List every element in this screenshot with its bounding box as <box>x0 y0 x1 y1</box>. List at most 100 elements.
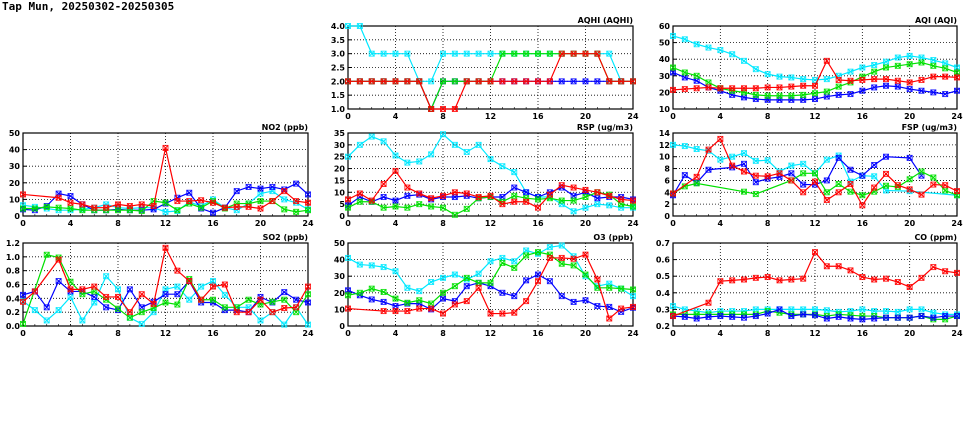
data-point-cross <box>452 142 458 148</box>
data-point <box>416 297 423 304</box>
y-tick-label: 0.6 <box>6 281 21 290</box>
data-point <box>670 64 676 71</box>
data-point-cross <box>91 204 98 211</box>
data-point-cross <box>823 197 830 203</box>
data-point <box>558 260 565 267</box>
data-point-cross <box>670 64 676 71</box>
data-point-cross <box>257 301 264 308</box>
data-point <box>764 71 771 78</box>
data-point <box>582 204 589 211</box>
data-point <box>835 180 842 187</box>
y-tick-label: 50 <box>334 239 346 248</box>
data-point <box>174 267 181 274</box>
data-point-cross <box>764 274 771 280</box>
data-point-cross <box>452 50 458 57</box>
data-point <box>428 279 435 286</box>
data-point <box>558 201 565 208</box>
data-point <box>606 303 613 310</box>
data-point-cross <box>222 281 228 288</box>
x-tick-label: 4 <box>393 219 399 228</box>
data-point-cross <box>752 92 759 98</box>
data-point-cross <box>835 155 842 161</box>
y-tick-label: 20 <box>659 88 671 97</box>
data-point-cross <box>681 143 688 149</box>
data-point <box>693 311 700 318</box>
data-point <box>404 299 411 306</box>
data-point <box>618 305 625 312</box>
data-point-cross <box>487 310 494 317</box>
data-point-cross <box>210 199 216 206</box>
data-point <box>487 283 494 290</box>
data-point-cross <box>293 198 299 204</box>
data-point-cross <box>115 201 121 208</box>
data-point <box>115 305 121 312</box>
x-tick-label: 20 <box>580 329 592 338</box>
data-point <box>487 310 494 317</box>
data-point-cross <box>380 264 387 270</box>
data-point <box>717 313 724 320</box>
data-point-cross <box>103 294 109 300</box>
data-point <box>693 85 700 92</box>
data-point <box>788 74 795 81</box>
data-point-cross <box>67 205 74 212</box>
data-point <box>883 82 889 89</box>
data-point <box>788 177 795 184</box>
data-point <box>67 199 74 206</box>
data-point <box>487 50 494 57</box>
x-tick-label: 0 <box>670 219 676 228</box>
data-point <box>221 204 228 211</box>
data-point-cross <box>547 191 553 198</box>
data-point <box>440 289 446 296</box>
data-point-cross <box>380 204 387 211</box>
data-point <box>582 271 589 278</box>
data-point-cross <box>198 197 204 204</box>
data-point-cross <box>440 204 446 211</box>
data-point-cross <box>43 204 50 210</box>
data-point <box>511 309 518 316</box>
data-point <box>741 311 747 318</box>
data-point <box>281 321 288 328</box>
data-point <box>906 176 913 183</box>
data-point-cross <box>681 314 688 320</box>
data-point-cross <box>463 276 470 283</box>
data-point-cross <box>570 50 577 57</box>
data-point-cross <box>523 198 529 205</box>
data-point <box>800 170 807 177</box>
data-point-cross <box>404 204 411 211</box>
data-point-cross <box>67 286 74 293</box>
data-point-cross <box>582 187 589 193</box>
data-point <box>440 78 446 85</box>
data-point-cross <box>788 74 795 81</box>
data-point-cross <box>305 291 311 298</box>
data-point-cross <box>752 306 759 313</box>
data-point <box>812 312 818 319</box>
data-point <box>150 309 157 316</box>
data-point-cross <box>594 303 601 309</box>
data-point <box>150 305 157 312</box>
data-point <box>788 92 795 99</box>
data-point-cross <box>606 315 613 322</box>
data-point <box>499 259 506 266</box>
data-point-cross <box>788 170 795 177</box>
data-point <box>894 308 901 315</box>
data-point-cross <box>930 309 937 316</box>
data-point-cross <box>368 133 375 140</box>
data-point <box>221 291 228 298</box>
data-point <box>416 201 423 208</box>
data-point-cross <box>535 204 541 211</box>
data-point-cross <box>499 310 506 317</box>
data-point <box>162 291 169 298</box>
data-point <box>942 73 949 80</box>
y-tick-label: 3.0 <box>331 50 346 59</box>
data-point-cross <box>823 307 830 314</box>
y-tick-label: 4 <box>664 188 670 197</box>
data-point <box>606 202 613 209</box>
data-point-cross <box>764 310 771 317</box>
data-point <box>930 181 937 188</box>
series-red <box>20 244 311 316</box>
data-point <box>380 308 387 315</box>
data-point-cross <box>894 77 901 84</box>
data-point <box>752 179 759 186</box>
data-point-cross <box>535 196 541 203</box>
data-point-cross <box>174 207 181 214</box>
